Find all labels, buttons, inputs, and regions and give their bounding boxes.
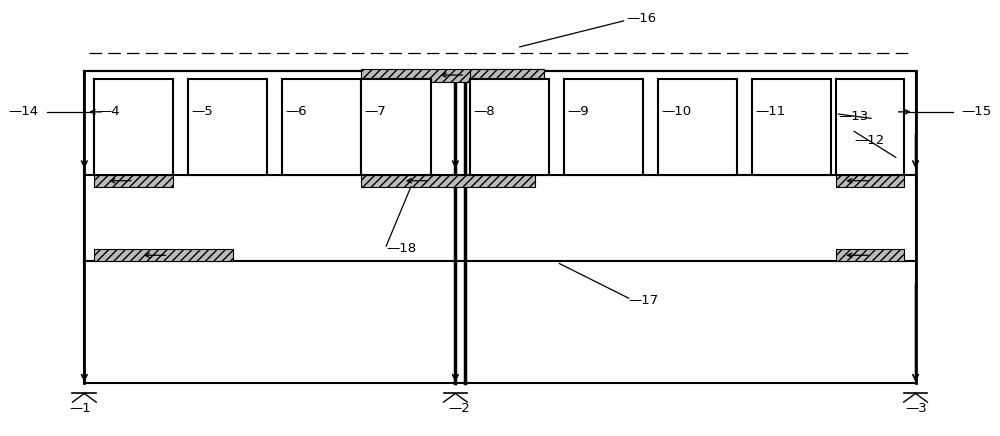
Text: —1: —1: [69, 402, 91, 415]
Text: —6: —6: [285, 106, 307, 118]
Text: —7: —7: [364, 106, 386, 118]
Text: —18: —18: [386, 242, 416, 255]
Text: —5: —5: [191, 106, 213, 118]
Bar: [84, 71, 916, 383]
Bar: [94, 79, 173, 175]
Bar: [361, 79, 431, 175]
Text: —2: —2: [448, 402, 470, 415]
Text: —13: —13: [838, 110, 869, 123]
Text: —3: —3: [906, 402, 927, 415]
Text: —15: —15: [961, 106, 991, 118]
Bar: [564, 79, 643, 175]
Text: —14: —14: [9, 106, 39, 118]
Text: —9: —9: [567, 106, 589, 118]
Bar: [94, 249, 233, 261]
Text: —4: —4: [98, 106, 120, 118]
Bar: [188, 79, 267, 175]
Text: —8: —8: [473, 106, 495, 118]
Bar: [94, 175, 173, 187]
Text: —12: —12: [854, 133, 884, 146]
Bar: [836, 249, 904, 261]
Bar: [752, 79, 831, 175]
Bar: [470, 68, 544, 82]
Bar: [836, 175, 904, 187]
Text: —17: —17: [629, 294, 659, 307]
Bar: [470, 79, 549, 175]
Bar: [361, 175, 535, 187]
Text: —16: —16: [627, 12, 657, 25]
Bar: [658, 79, 737, 175]
Bar: [361, 68, 544, 82]
Bar: [282, 79, 361, 175]
Bar: [836, 79, 904, 175]
Text: —11: —11: [755, 106, 785, 118]
Text: —10: —10: [661, 106, 691, 118]
